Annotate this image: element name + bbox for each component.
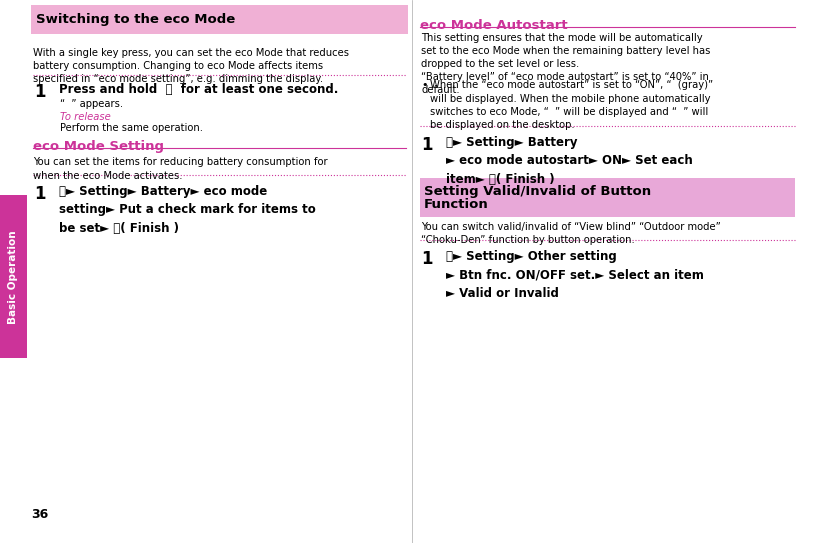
Text: You can set the items for reducing battery consumption for
when the eco Mode act: You can set the items for reducing batte… — [33, 157, 328, 181]
Text: To release: To release — [60, 112, 111, 122]
Text: When the “eco mode autostart” is set to “ON”, “  (gray)”
will be displayed. When: When the “eco mode autostart” is set to … — [430, 80, 712, 130]
Text: eco Mode Setting: eco Mode Setting — [33, 140, 164, 153]
Text: 1: 1 — [421, 250, 433, 268]
Text: 1: 1 — [421, 136, 433, 154]
Text: Switching to the eco Mode: Switching to the eco Mode — [36, 13, 235, 26]
Text: “  ” appears.: “ ” appears. — [60, 99, 123, 109]
Text: Perform the same operation.: Perform the same operation. — [60, 123, 203, 133]
Text: 1: 1 — [34, 185, 46, 203]
Text: •: • — [421, 80, 428, 90]
Text: This setting ensures that the mode will be automatically
set to the eco Mode whe: This setting ensures that the mode will … — [421, 33, 711, 96]
Text: 36: 36 — [31, 508, 48, 521]
Text: Basic Operation: Basic Operation — [8, 230, 19, 324]
Text: Press and hold  ⓔ  for at least one second.: Press and hold ⓔ for at least one second… — [59, 83, 338, 96]
Text: Function: Function — [424, 198, 488, 211]
Text: Setting Valid/Invalid of Button: Setting Valid/Invalid of Button — [424, 185, 651, 198]
FancyBboxPatch shape — [420, 178, 795, 217]
Text: ⓜ► Setting► Battery
► eco mode autostart► ON► Set each
item► ⓜ( Finish ): ⓜ► Setting► Battery ► eco mode autostart… — [446, 136, 693, 186]
Text: ⓜ► Setting► Other setting
► Btn fnc. ON/OFF set.► Select an item
► Valid or Inva: ⓜ► Setting► Other setting ► Btn fnc. ON/… — [446, 250, 703, 300]
Text: eco Mode Autostart: eco Mode Autostart — [420, 19, 567, 32]
Text: You can switch valid/invalid of “View blind” “Outdoor mode”
“Choku-Den” function: You can switch valid/invalid of “View bl… — [421, 222, 721, 245]
Text: ⓜ► Setting► Battery► eco mode
setting► Put a check mark for items to
be set► ⓜ( : ⓜ► Setting► Battery► eco mode setting► P… — [59, 185, 315, 235]
Text: With a single key press, you can set the eco Mode that reduces
battery consumpti: With a single key press, you can set the… — [33, 48, 349, 84]
Text: 1: 1 — [34, 83, 46, 100]
FancyBboxPatch shape — [31, 5, 408, 34]
FancyBboxPatch shape — [0, 195, 27, 358]
